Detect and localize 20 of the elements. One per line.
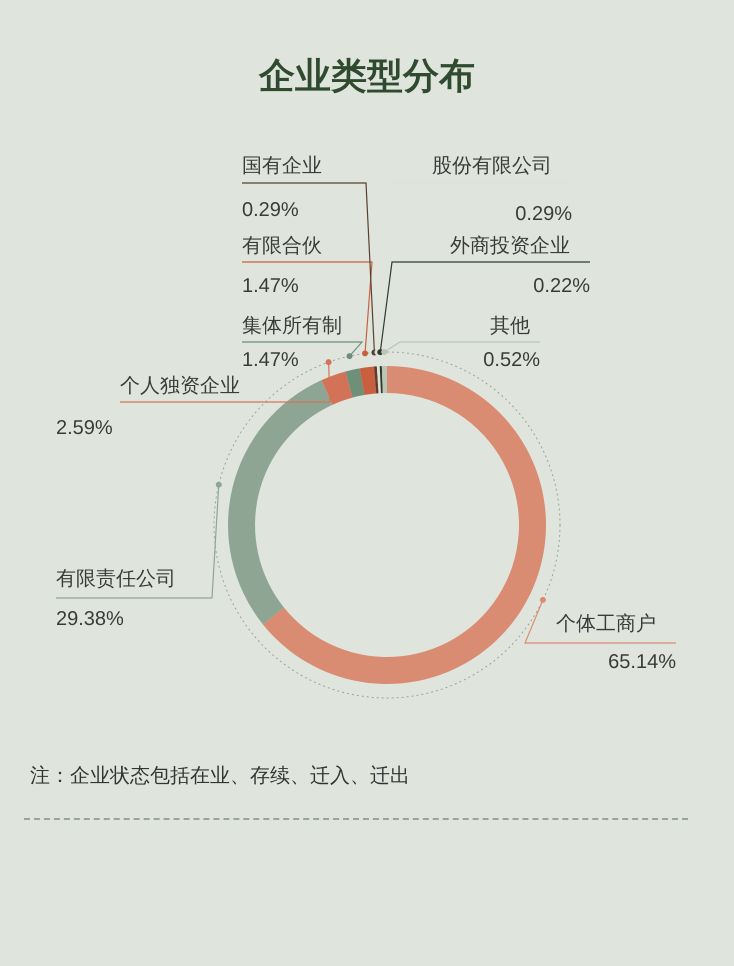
slice-label: 其他 (490, 315, 530, 337)
data-label: 0.29% (515, 203, 572, 225)
chart-title: 企业类型分布 (258, 54, 476, 99)
data-label: 0.22% (533, 275, 590, 297)
slice-label: 个人独资企业 (120, 375, 240, 397)
slice-label: 集体所有制 (242, 315, 342, 337)
slice-label: 股份有限公司 (432, 155, 552, 177)
data-label: 1.47% (242, 275, 299, 297)
data-label: 29.38% (56, 608, 124, 630)
slice-label: 外商投资企业 (450, 235, 570, 257)
legend-label: 个体工商户 (556, 613, 656, 635)
slice-label: 有限合伙 (242, 235, 322, 257)
data-label: 0.52% (483, 349, 540, 371)
data-label: 1.47% (242, 349, 299, 371)
slice-label: 国有企业 (242, 155, 322, 177)
data-label: 65.14% (608, 651, 676, 673)
slice-label: 有限责任公司 (56, 568, 176, 590)
text: 注：企业状态包括在业、存续、迁入、迁出 (30, 764, 410, 789)
data-label: 0.29% (242, 199, 299, 221)
data-label: 2.59% (56, 417, 113, 439)
